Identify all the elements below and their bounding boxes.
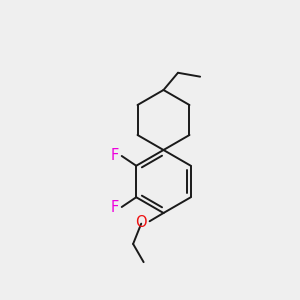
Text: F: F [111, 200, 119, 214]
Text: F: F [111, 148, 119, 164]
Text: O: O [135, 215, 147, 230]
